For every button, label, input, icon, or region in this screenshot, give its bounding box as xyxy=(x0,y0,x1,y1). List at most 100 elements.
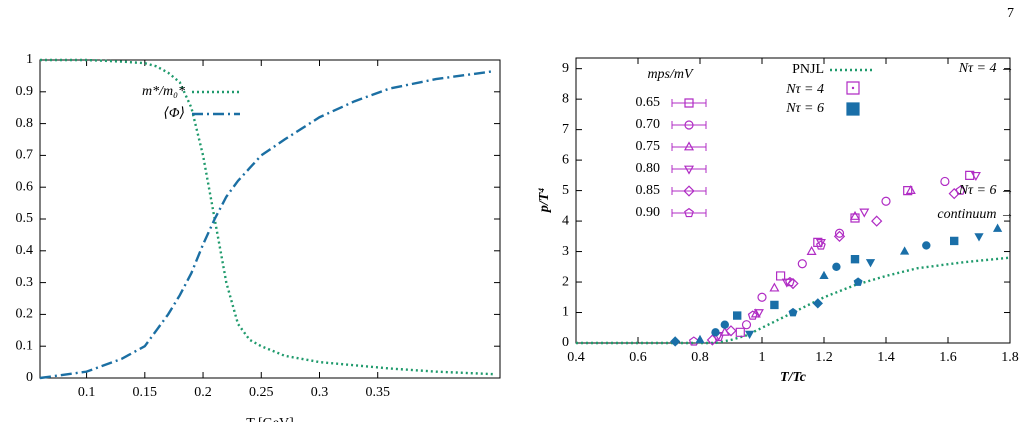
x-tick-label: 0.6 xyxy=(629,350,647,365)
marker xyxy=(846,102,860,116)
legend-label: ⟨Φ⟩ xyxy=(163,106,185,121)
x-tick-label: 0.1 xyxy=(78,385,96,400)
marker xyxy=(770,300,779,310)
annotation: Nτ = 6 → xyxy=(958,183,1014,198)
marker xyxy=(881,196,891,206)
x-tick-label: 0.15 xyxy=(133,385,158,400)
marker xyxy=(816,240,826,250)
marker xyxy=(922,241,931,250)
marker xyxy=(725,325,737,337)
legend-swatch xyxy=(851,86,855,90)
marker xyxy=(859,208,870,218)
legend-label: 0.90 xyxy=(636,205,661,220)
marker xyxy=(871,215,883,227)
y-axis-label: p/T⁴ xyxy=(537,188,552,213)
series-line xyxy=(576,256,1011,345)
marker xyxy=(688,336,699,346)
x-axis-label: T/Tc xyxy=(780,370,807,385)
marker xyxy=(735,327,745,337)
marker xyxy=(812,298,823,309)
marker xyxy=(684,120,694,130)
legend-label: m*/m₀* xyxy=(142,84,185,99)
marker xyxy=(833,230,846,242)
y-tick-label: 7 xyxy=(562,122,569,137)
marker xyxy=(853,277,863,286)
marker xyxy=(753,309,764,319)
y-tick-label: 9 xyxy=(562,61,569,76)
marker xyxy=(732,311,742,320)
legend-label: Nτ = 6 xyxy=(785,101,824,116)
marker xyxy=(846,81,860,95)
marker xyxy=(741,320,752,330)
x-tick-label: 1.6 xyxy=(939,350,957,365)
plot-frame xyxy=(575,57,1011,344)
marker xyxy=(955,185,966,195)
marker xyxy=(775,271,786,281)
marker xyxy=(797,259,807,269)
y-tick-label: 0.3 xyxy=(16,275,34,290)
marker xyxy=(970,171,981,181)
marker xyxy=(684,98,694,108)
marker xyxy=(683,141,695,151)
marker xyxy=(785,276,795,287)
series-line xyxy=(39,69,495,380)
marker xyxy=(787,277,799,290)
marker xyxy=(695,334,705,344)
y-tick-label: 1 xyxy=(562,305,569,320)
y-tick-label: 5 xyxy=(562,183,569,198)
x-tick-label: 0.3 xyxy=(311,385,329,400)
x-tick-label: 0.8 xyxy=(691,350,709,365)
legend-label: PNJL xyxy=(792,62,824,77)
y-tick-label: 0 xyxy=(26,370,33,385)
marker xyxy=(683,185,695,197)
x-tick-label: 1.2 xyxy=(815,350,833,365)
x-tick-label: 0.35 xyxy=(365,385,390,400)
y-tick-label: 0.9 xyxy=(16,84,34,99)
marker xyxy=(974,233,984,242)
marker xyxy=(865,259,876,268)
y-tick-label: 0.5 xyxy=(16,211,34,226)
marker xyxy=(819,270,829,280)
x-tick-label: 1.4 xyxy=(877,350,895,365)
legend-label: Nτ = 4 xyxy=(785,82,824,97)
y-tick-label: 0.8 xyxy=(16,116,34,131)
series-line xyxy=(40,58,495,376)
y-tick-label: 0.6 xyxy=(16,179,34,194)
marker xyxy=(788,307,798,317)
y-tick-label: 1 xyxy=(26,52,33,67)
y-tick-label: 0.7 xyxy=(16,148,34,163)
legend-label: 0.75 xyxy=(636,139,661,154)
marker xyxy=(683,165,695,175)
page-number: 7 xyxy=(1007,6,1014,21)
y-tick-label: 6 xyxy=(562,152,569,167)
marker xyxy=(744,330,755,340)
marker xyxy=(949,236,959,246)
legend-label: 0.85 xyxy=(636,183,661,198)
marker xyxy=(711,328,720,337)
marker xyxy=(850,254,860,264)
marker xyxy=(992,223,1003,232)
marker xyxy=(684,207,694,218)
legend-label: 0.65 xyxy=(636,95,661,110)
marker xyxy=(832,262,841,271)
y-tick-label: 0.1 xyxy=(16,338,34,353)
marker xyxy=(849,210,861,220)
marker xyxy=(670,336,681,347)
annotation: continuum → xyxy=(937,207,1014,222)
marker xyxy=(834,228,845,238)
x-tick-label: 0.4 xyxy=(567,350,585,365)
annotation: Nτ = 4 → xyxy=(958,61,1014,76)
marker xyxy=(940,176,950,187)
marker xyxy=(903,185,913,196)
y-tick-label: 0.4 xyxy=(16,243,34,258)
marker xyxy=(965,170,975,180)
marker xyxy=(905,184,916,194)
marker xyxy=(757,292,767,302)
y-tick-label: 2 xyxy=(562,274,569,289)
x-tick-label: 0.2 xyxy=(194,385,212,400)
legend-title: mps/mV xyxy=(647,67,694,82)
marker xyxy=(899,246,910,255)
plot-frame xyxy=(39,59,501,379)
